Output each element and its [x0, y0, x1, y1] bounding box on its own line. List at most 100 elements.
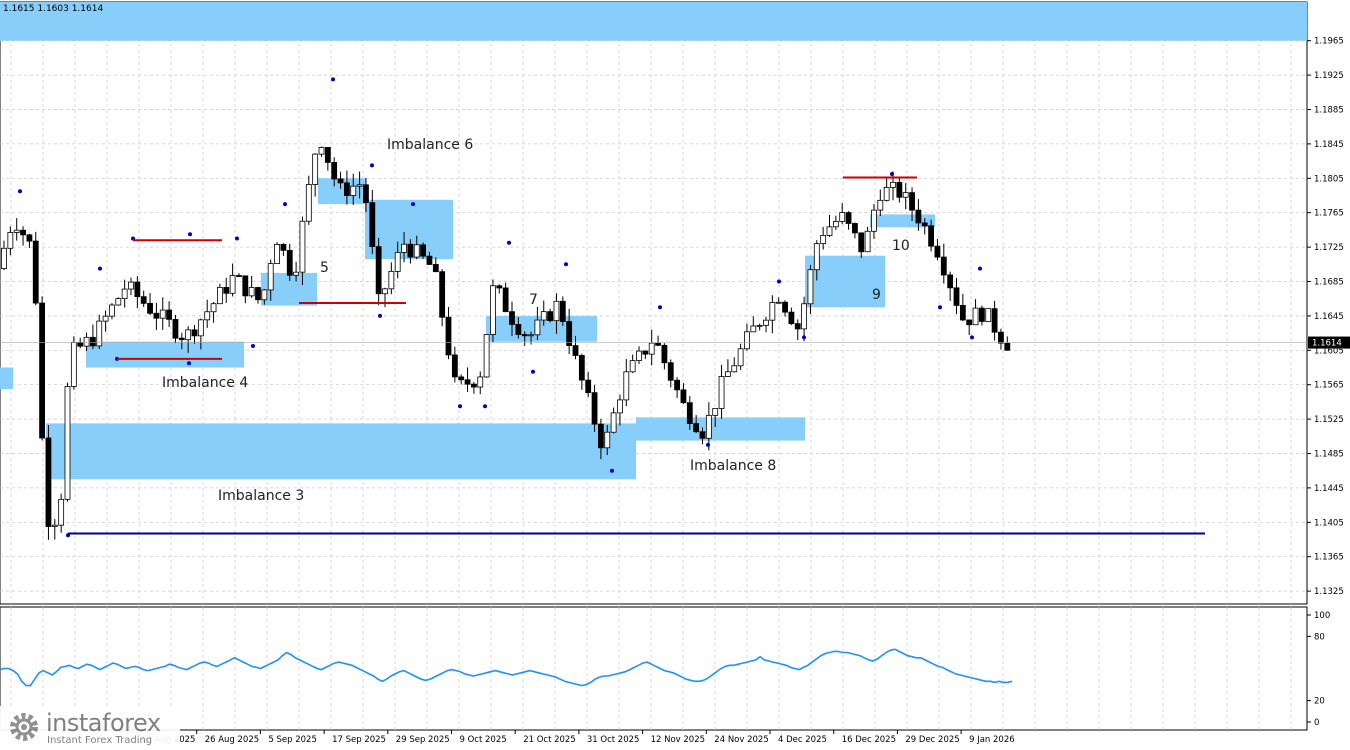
candle-body — [51, 524, 58, 527]
candle-body — [947, 274, 954, 289]
candle-body — [248, 287, 255, 297]
annotation-imb9: 9 — [872, 287, 881, 303]
candle-body — [64, 386, 71, 500]
candle-body — [140, 296, 147, 304]
candle-body — [388, 270, 395, 290]
candle-body — [58, 498, 65, 526]
candle-body — [858, 232, 865, 253]
fractal-marker — [610, 468, 614, 473]
candle-body — [705, 414, 712, 439]
indicator-pane — [0, 606, 1308, 731]
candle-body — [578, 355, 585, 381]
candle-body — [680, 389, 687, 404]
candle-body — [864, 230, 871, 253]
time-axis-label: 26 Aug 2025 — [205, 735, 259, 745]
candle-body — [661, 344, 668, 364]
candle-body — [331, 161, 338, 180]
indicator-line — [0, 648, 1013, 687]
price-tick-label: 1.1525 — [1314, 415, 1344, 425]
candle-body — [896, 181, 903, 198]
candle-body — [470, 383, 477, 388]
candle-body — [197, 319, 204, 337]
candle-body — [788, 311, 795, 325]
candle-body — [712, 408, 719, 416]
fractal-marker — [483, 404, 487, 409]
candle-body — [820, 235, 827, 245]
candle-body — [940, 256, 947, 276]
candle-body — [813, 243, 820, 271]
candle-body — [312, 153, 319, 185]
fractal-marker — [458, 404, 462, 409]
candle-body — [559, 300, 566, 322]
fractal-marker — [370, 163, 374, 168]
candle-body — [985, 308, 992, 322]
current-price-label: 1.1614 — [1312, 339, 1342, 349]
fractal-marker — [890, 172, 894, 176]
fractal-marker — [970, 335, 974, 340]
candle-body — [909, 192, 915, 211]
time-axis-label: 9 Jan 2026 — [969, 735, 1015, 745]
candle-body — [172, 318, 179, 339]
price-tick-label: 1.1765 — [1314, 209, 1344, 219]
candle-body — [934, 245, 941, 258]
candle-body — [102, 315, 109, 322]
time-axis-label: 24 Nov 2025 — [714, 735, 768, 745]
candle-body — [826, 226, 833, 236]
candle-body — [210, 303, 217, 313]
candle-body — [655, 342, 661, 346]
candle-body — [921, 222, 928, 227]
current-price-tag — [1308, 336, 1350, 349]
candle-body — [490, 285, 496, 335]
annotation-imb7: 7 — [529, 292, 538, 308]
candle-body — [610, 412, 617, 433]
fractal-marker — [706, 442, 710, 447]
time-axis-label: 9 Oct 2025 — [460, 735, 507, 745]
fractal-marker — [938, 305, 942, 310]
candle-body — [807, 269, 814, 305]
price-tick-label: 1.1405 — [1314, 518, 1344, 528]
brand-name: instaforex — [46, 709, 161, 737]
candle-body — [204, 311, 211, 321]
candle-body — [686, 402, 693, 424]
fractal-marker — [777, 279, 781, 284]
price-tick-label: 1.1925 — [1314, 71, 1344, 81]
candle-body — [801, 303, 807, 330]
fractal-marker — [531, 369, 535, 374]
candle-body — [356, 184, 363, 187]
candle-body — [775, 301, 782, 304]
candle-body — [147, 302, 153, 314]
candle-body — [756, 324, 763, 327]
time-axis-label: 17 Sep 2025 — [332, 735, 386, 745]
imbalance-zone — [636, 417, 805, 441]
candle-body — [731, 365, 738, 373]
candle-body — [674, 379, 680, 391]
candle-body — [585, 379, 592, 394]
candle-body — [286, 249, 293, 276]
fractal-marker — [187, 361, 191, 366]
fractal-marker — [235, 236, 239, 241]
price-tick-label: 1.1645 — [1314, 312, 1344, 322]
candle-body — [458, 376, 465, 381]
fractal-marker — [802, 335, 806, 340]
candle-body — [528, 334, 534, 337]
candle-body — [39, 302, 45, 439]
fractal-marker — [564, 262, 568, 267]
candle-body — [305, 184, 312, 222]
candle-body — [121, 288, 128, 299]
candle-body — [483, 334, 490, 378]
candle-body — [547, 311, 553, 322]
candle-body — [115, 298, 122, 306]
candle-body — [890, 181, 896, 188]
candle-body — [540, 311, 547, 321]
time-axis-label: 29 Sep 2025 — [396, 735, 450, 745]
candle-body — [852, 223, 858, 234]
candle-body — [445, 316, 452, 356]
indicator-tick-label: 80 — [1314, 632, 1325, 642]
candle-body — [32, 240, 39, 304]
annotation-imb8: Imbalance 8 — [690, 458, 776, 474]
annotation-imb3: Imbalance 3 — [218, 488, 304, 504]
fractal-marker — [411, 202, 415, 207]
candle-body — [7, 232, 14, 249]
candle-body — [750, 325, 757, 333]
